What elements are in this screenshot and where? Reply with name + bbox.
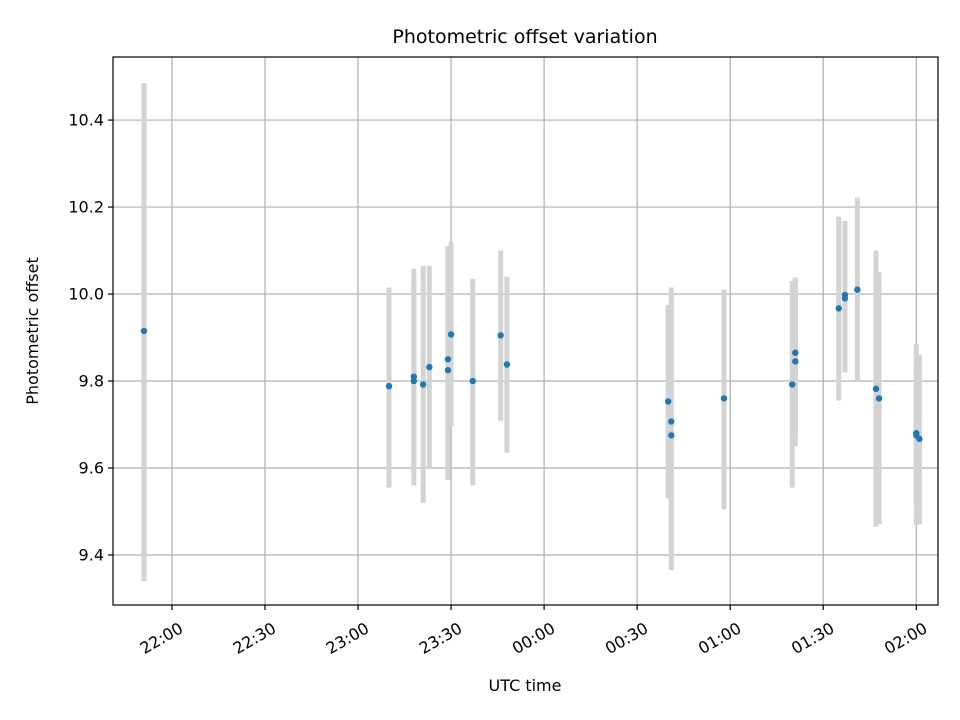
data-point bbox=[668, 418, 675, 425]
data-point bbox=[497, 332, 504, 339]
grid bbox=[113, 57, 938, 605]
x-tick-label: 22:30 bbox=[230, 618, 279, 658]
y-tick-label: 9.4 bbox=[79, 545, 104, 564]
data-point bbox=[469, 377, 476, 385]
data-point bbox=[789, 381, 796, 388]
plot-area-frame bbox=[112, 56, 939, 606]
data-point bbox=[792, 349, 799, 356]
data-point bbox=[664, 398, 672, 405]
data-point bbox=[841, 291, 849, 299]
y-tick-label: 10.2 bbox=[68, 198, 104, 217]
y-axis-title: Photometric offset bbox=[23, 257, 42, 405]
y-tick-label: 9.8 bbox=[79, 372, 104, 391]
data-point bbox=[385, 383, 393, 390]
y-axis-ticks: 9.4 9.6 9.8 10.0 10.2 10.4 bbox=[68, 111, 113, 564]
chart-title: Photometric offset variation bbox=[392, 26, 657, 48]
y-tick-label: 10.0 bbox=[68, 285, 104, 304]
data-point bbox=[426, 363, 433, 371]
data-point bbox=[872, 385, 880, 393]
x-axis-title: UTC time bbox=[489, 676, 562, 695]
x-axis-ticks: 22:00 22:30 23:00 23:30 00:00 00:30 01:00 01:30… bbox=[137, 605, 930, 658]
data-point bbox=[668, 432, 675, 439]
data-point bbox=[444, 356, 452, 363]
data-point bbox=[792, 358, 799, 365]
x-tick-label: 00:30 bbox=[602, 618, 651, 658]
data-point bbox=[447, 331, 455, 338]
x-tick-label: 22:00 bbox=[137, 618, 186, 658]
x-tick-label: 00:00 bbox=[509, 618, 558, 658]
x-tick-label: 01:30 bbox=[788, 618, 837, 658]
x-tick-label: 23:00 bbox=[323, 618, 372, 658]
data-points bbox=[140, 286, 923, 443]
y-tick-label: 10.4 bbox=[68, 111, 104, 130]
data-point bbox=[503, 361, 511, 368]
data-point bbox=[854, 286, 861, 293]
data-point bbox=[444, 366, 452, 374]
data-point bbox=[140, 327, 148, 335]
x-tick-label: 01:00 bbox=[695, 618, 744, 658]
data-point bbox=[835, 305, 842, 312]
data-point bbox=[720, 395, 728, 402]
data-point bbox=[916, 435, 923, 443]
error-bars bbox=[141, 83, 922, 582]
data-point bbox=[410, 377, 418, 385]
data-point bbox=[875, 395, 883, 402]
y-tick-label: 9.6 bbox=[79, 459, 104, 478]
x-tick-label: 23:30 bbox=[416, 618, 465, 658]
data-point bbox=[419, 381, 427, 388]
x-tick-label: 02:00 bbox=[881, 618, 930, 658]
